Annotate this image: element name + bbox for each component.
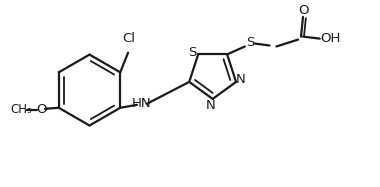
Text: O: O <box>36 103 46 116</box>
Text: S: S <box>188 46 196 59</box>
Text: N: N <box>236 73 246 86</box>
Text: Cl: Cl <box>123 32 136 45</box>
Text: N: N <box>206 99 215 112</box>
Text: O: O <box>299 4 309 16</box>
Text: HN: HN <box>132 97 152 110</box>
Text: OH: OH <box>320 32 341 45</box>
Text: S: S <box>247 36 255 49</box>
Text: CH₃: CH₃ <box>11 103 32 116</box>
